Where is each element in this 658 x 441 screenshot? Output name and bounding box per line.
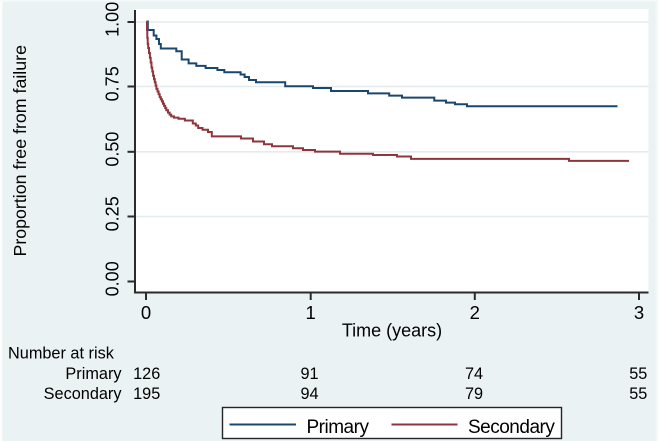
svg-text:2: 2 — [470, 302, 480, 323]
svg-text:Primary: Primary — [307, 417, 370, 438]
svg-text:Secondary: Secondary — [468, 417, 555, 438]
svg-text:Secondary: Secondary — [44, 385, 123, 403]
svg-text:Proportion free from failure: Proportion free from failure — [10, 45, 30, 257]
svg-text:55: 55 — [629, 365, 647, 383]
svg-text:0.50: 0.50 — [102, 132, 122, 167]
svg-text:91: 91 — [300, 365, 318, 383]
svg-text:55: 55 — [629, 385, 647, 403]
svg-text:1.00: 1.00 — [102, 2, 122, 37]
svg-text:0.75: 0.75 — [102, 66, 122, 101]
svg-text:94: 94 — [300, 385, 318, 403]
svg-text:195: 195 — [133, 385, 160, 403]
svg-text:126: 126 — [133, 365, 160, 383]
svg-text:0.00: 0.00 — [102, 261, 122, 296]
svg-text:1: 1 — [306, 302, 316, 323]
svg-text:Number at risk: Number at risk — [8, 345, 115, 363]
svg-text:Primary: Primary — [65, 365, 122, 383]
svg-text:74: 74 — [465, 365, 483, 383]
svg-text:79: 79 — [465, 385, 483, 403]
svg-text:0: 0 — [141, 302, 151, 323]
svg-text:3: 3 — [634, 302, 644, 323]
svg-text:Time (years): Time (years) — [342, 321, 442, 341]
svg-text:0.25: 0.25 — [102, 196, 122, 231]
